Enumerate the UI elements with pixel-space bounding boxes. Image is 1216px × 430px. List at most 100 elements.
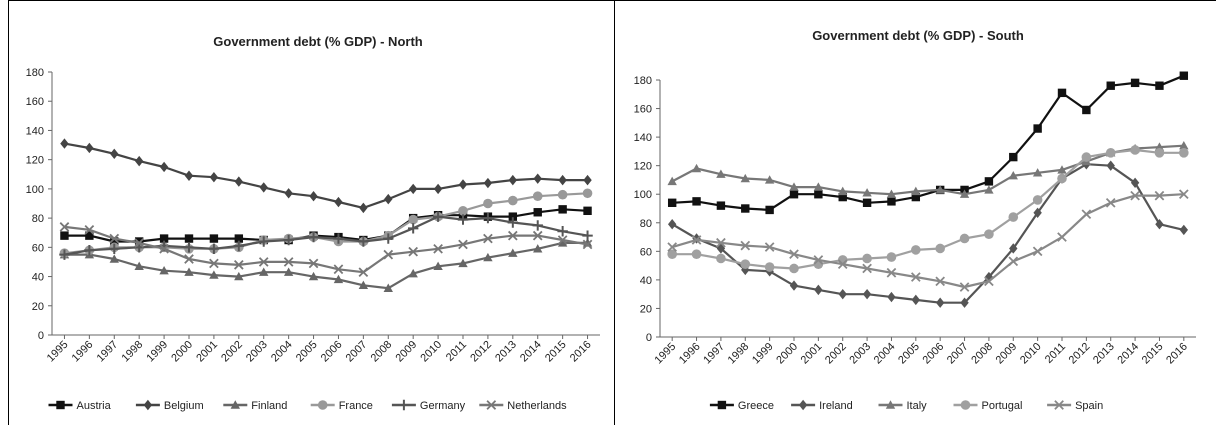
- data-point-ireland: [1130, 177, 1140, 188]
- data-point-spain: [740, 240, 751, 251]
- data-point-austria: [558, 205, 567, 214]
- south-y-tick-label: 180: [634, 75, 652, 87]
- data-point-netherlands: [109, 233, 120, 244]
- north-series-netherlands: [59, 222, 593, 278]
- data-point-greece: [814, 190, 823, 199]
- data-point-portugal: [1105, 148, 1116, 158]
- north-y-tick-label: 180: [26, 67, 44, 79]
- data-point-greece: [716, 201, 726, 210]
- data-point-belgium: [583, 174, 592, 186]
- south-series-spain: [667, 189, 1189, 292]
- data-point-austria: [508, 212, 518, 221]
- data-point-austria: [85, 231, 94, 240]
- south-x-tick-label: 2004: [872, 341, 898, 367]
- data-point-france: [532, 191, 543, 201]
- data-point-greece: [984, 177, 994, 186]
- data-point-portugal: [886, 252, 897, 262]
- north-x-tick-label: 2005: [294, 339, 320, 365]
- data-point-italy: [667, 176, 677, 186]
- data-point-greece: [1130, 78, 1140, 88]
- south-x-tick-label: 2009: [994, 341, 1020, 367]
- data-point-ireland: [1033, 207, 1042, 218]
- data-point-ireland: [862, 288, 872, 300]
- data-point-greece: [1106, 81, 1115, 90]
- data-point-spain: [691, 235, 702, 245]
- legend-item-austria: Austria: [48, 400, 112, 412]
- series-line-netherlands: [64, 225, 588, 274]
- north-x-tick-label: 2009: [394, 339, 420, 365]
- data-point-france: [557, 189, 568, 200]
- data-point-germany: [532, 220, 543, 231]
- data-point-spain: [1081, 209, 1092, 220]
- south-x-tick-label: 2003: [847, 341, 873, 367]
- south-y-tick-label: 120: [634, 161, 652, 173]
- data-point-spain: [1008, 256, 1019, 267]
- data-point-germany: [482, 212, 494, 224]
- data-point-ireland: [1155, 219, 1164, 230]
- series-line-greece: [672, 74, 1185, 211]
- data-point-netherlands: [258, 257, 269, 267]
- series-line-ireland: [671, 163, 1185, 304]
- legend-label: Finland: [251, 400, 287, 412]
- data-point-italy: [886, 189, 897, 198]
- data-point-spain: [862, 263, 872, 274]
- data-point-finland: [433, 261, 443, 271]
- data-point-belgium: [159, 161, 169, 173]
- north-x-tick-label: 2011: [444, 339, 469, 364]
- data-point-finland: [184, 267, 194, 276]
- data-point-ireland: [1009, 243, 1018, 254]
- legend-swatch-marker: [56, 400, 65, 410]
- series-line-finland: [64, 241, 588, 290]
- data-point-austria: [184, 234, 194, 243]
- south-y-tick-label: 60: [640, 246, 652, 258]
- legend-label: Austria: [77, 400, 112, 412]
- data-point-finland: [234, 271, 244, 281]
- north-y-tick-label: 160: [26, 96, 44, 108]
- data-point-belgium: [483, 177, 493, 189]
- data-point-belgium: [359, 202, 368, 214]
- data-point-belgium: [60, 138, 69, 149]
- data-point-belgium: [408, 183, 418, 195]
- north-y-tick-label: 40: [32, 272, 44, 284]
- data-point-spain: [1032, 246, 1043, 257]
- south-x-tick-label: 2000: [774, 341, 800, 367]
- legend-swatch-marker: [717, 400, 727, 410]
- data-point-belgium: [533, 173, 542, 184]
- legend-swatch-marker: [398, 399, 410, 411]
- legend-item-greece: Greece: [709, 400, 774, 412]
- north-x-tick-label: 2001: [194, 339, 220, 365]
- data-point-italy: [716, 169, 726, 178]
- data-point-finland: [533, 244, 543, 253]
- legend-swatch-marker: [798, 399, 808, 411]
- data-point-germany: [582, 230, 593, 241]
- data-point-italy: [1057, 165, 1067, 174]
- data-point-netherlands: [209, 258, 219, 269]
- data-point-greece: [692, 197, 701, 206]
- data-point-spain: [886, 267, 897, 278]
- data-point-netherlands: [458, 239, 468, 250]
- north-y-tick-label: 20: [32, 301, 44, 313]
- data-point-ireland: [935, 297, 945, 308]
- data-point-france: [483, 198, 493, 209]
- data-point-belgium: [134, 155, 144, 167]
- legend-label: Belgium: [164, 400, 204, 412]
- data-point-spain: [813, 255, 824, 265]
- south-x-tick-label: 2014: [1115, 341, 1141, 367]
- south-x-tick-label: 2002: [823, 341, 849, 367]
- data-point-germany: [208, 243, 220, 254]
- legend-swatch-marker: [143, 399, 153, 411]
- data-point-germany: [233, 240, 245, 252]
- data-point-finland: [109, 254, 119, 263]
- legend-label: Italy: [907, 400, 928, 412]
- north-x-tick-label: 2006: [319, 339, 345, 365]
- data-point-germany: [283, 234, 294, 246]
- legend-swatch-marker: [486, 400, 497, 410]
- north-x-tick-label: 2014: [518, 339, 544, 365]
- data-point-portugal: [691, 249, 702, 259]
- south-x-tick-label: 2005: [896, 341, 922, 367]
- south-x-tick-label: 2006: [921, 341, 947, 367]
- north-chart-title: Government debt (% GDP) - North: [213, 34, 423, 49]
- data-point-greece: [1179, 71, 1189, 80]
- data-point-portugal: [959, 233, 970, 244]
- data-point-netherlands: [358, 267, 369, 278]
